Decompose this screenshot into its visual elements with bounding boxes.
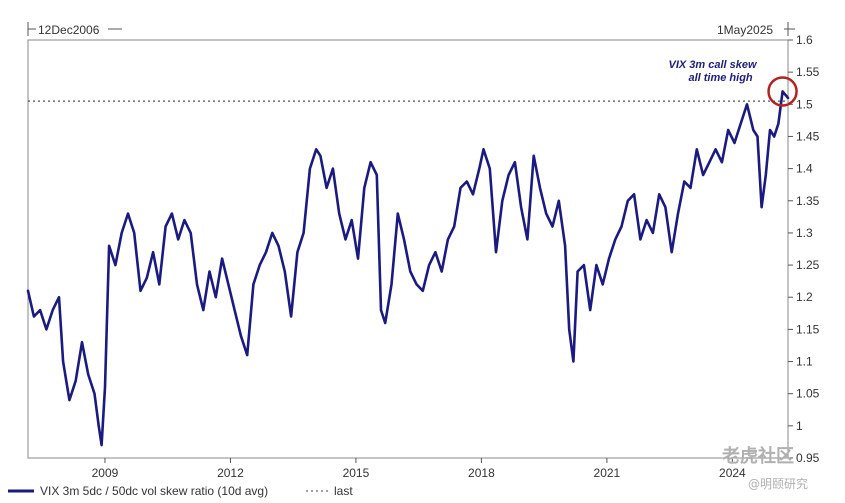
legend-ref-label: last bbox=[334, 484, 353, 498]
y-tick-label: 1.6 bbox=[796, 33, 813, 47]
series-group bbox=[26, 90, 790, 447]
x-tick-label: 2009 bbox=[92, 466, 119, 480]
plot-border bbox=[27, 39, 789, 459]
x-tick-label: 2018 bbox=[468, 466, 495, 480]
y-tick-label: 1.1 bbox=[796, 355, 813, 369]
y-tick-label: 1.25 bbox=[796, 258, 820, 272]
y-tick-label: 1.05 bbox=[796, 387, 820, 401]
annotation-line-1: VIX 3m call skew bbox=[669, 59, 758, 71]
y-tick-label: 1.55 bbox=[796, 65, 820, 79]
y-tick-label: 1 bbox=[796, 419, 803, 433]
x-tick-label: 2015 bbox=[343, 466, 370, 480]
y-axis: 1.6 1.55 1.5 1.45 1.4 1.35 1.3 1.25 1.2 1.15 1.1 1.… bbox=[788, 33, 820, 465]
end-date-label: 1May2025 bbox=[717, 23, 773, 37]
y-tick-label: 0.95 bbox=[796, 451, 820, 465]
x-tick-label: 2021 bbox=[594, 466, 621, 480]
annotation: VIX 3m call skew all time high bbox=[669, 59, 798, 107]
y-tick-label: 1.35 bbox=[796, 194, 820, 208]
y-tick-label: 1.4 bbox=[796, 162, 813, 176]
plot-frame bbox=[27, 22, 795, 459]
legend-series-label: VIX 3m 5dc / 50dc vol skew ratio (10d av… bbox=[40, 484, 268, 498]
watermark: 老虎社区 @明颐研究 bbox=[722, 445, 808, 491]
start-date-label: 12Dec2006 bbox=[38, 23, 100, 37]
legend: VIX 3m 5dc / 50dc vol skew ratio (10d av… bbox=[8, 484, 353, 498]
watermark-brand: 老虎社区 bbox=[722, 445, 794, 467]
x-tick-label: 2024 bbox=[719, 466, 746, 480]
series-line bbox=[26, 90, 790, 447]
y-tick-label: 1.5 bbox=[796, 97, 813, 111]
y-tick-label: 1.2 bbox=[796, 290, 813, 304]
y-tick-label: 1.15 bbox=[796, 322, 820, 336]
y-tick-label: 1.3 bbox=[796, 226, 813, 240]
annotation-circle bbox=[767, 76, 798, 107]
annotation-line-2: all time high bbox=[688, 72, 752, 84]
x-axis: 2009 2012 2015 2018 2021 2024 bbox=[92, 458, 746, 480]
date-labels: 12Dec2006 1May2025 bbox=[38, 23, 773, 37]
y-tick-label: 1.45 bbox=[796, 129, 820, 143]
x-tick-label: 2012 bbox=[217, 466, 244, 480]
watermark-author: @明颐研究 bbox=[748, 476, 808, 491]
